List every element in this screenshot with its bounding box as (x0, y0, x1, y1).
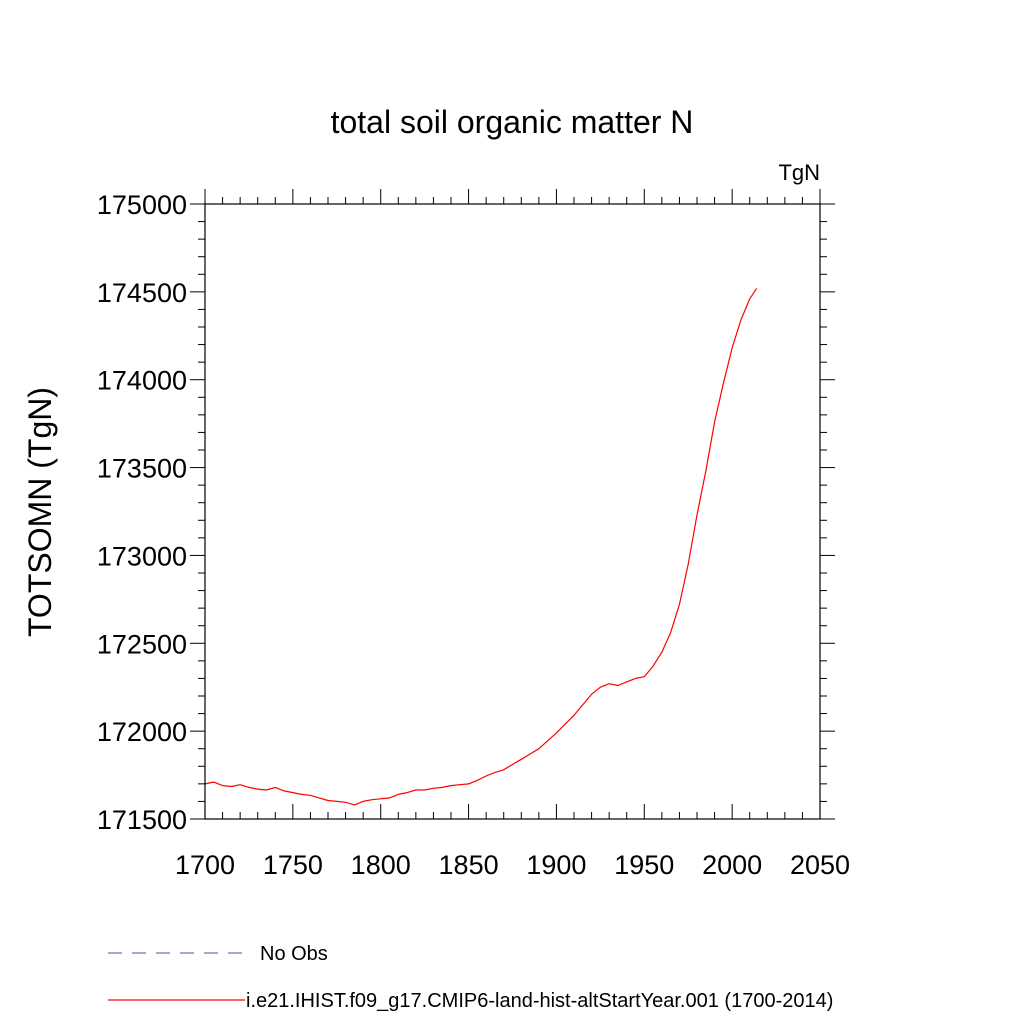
axis-ticks (190, 189, 835, 820)
legend-label-model-run: i.e21.IHIST.f09_g17.CMIP6-land-hist-altS… (246, 990, 833, 1012)
y-tick-label: 174000 (97, 366, 187, 396)
series-line-0 (204, 287, 758, 806)
legend: No Obs i.e21.IHIST.f09_g17.CMIP6-land-hi… (108, 943, 833, 1012)
chart-title: total soil organic matter N (331, 104, 694, 140)
x-tick-label: 1900 (526, 850, 586, 880)
x-tick-label: 1700 (175, 850, 235, 880)
x-tick-label: 1850 (439, 850, 499, 880)
x-tick-label: 2000 (702, 850, 762, 880)
x-tick-label: 1950 (614, 850, 674, 880)
y-tick-label: 172500 (97, 629, 187, 659)
legend-label-no-obs: No Obs (260, 943, 328, 965)
y-tick-label: 175000 (97, 190, 187, 220)
y-tick-label: 171500 (97, 805, 187, 835)
y-tick-label: 174500 (97, 278, 187, 308)
y-tick-label: 173000 (97, 541, 187, 571)
plot-frame (204, 203, 821, 820)
x-tick-label: 1750 (263, 850, 323, 880)
units-label: TgN (778, 160, 820, 185)
y-axis-label: TOTSOMN (TgN) (22, 387, 58, 637)
y-tick-label: 172000 (97, 717, 187, 747)
series-layer (204, 287, 758, 806)
y-tick-label: 173500 (97, 454, 187, 484)
x-tick-label: 2050 (790, 850, 850, 880)
x-tick-label: 1800 (351, 850, 411, 880)
axis-tick-labels: 1700 1750 1800 1850 1900 1950 2000 2050 171500 17… (97, 190, 850, 880)
